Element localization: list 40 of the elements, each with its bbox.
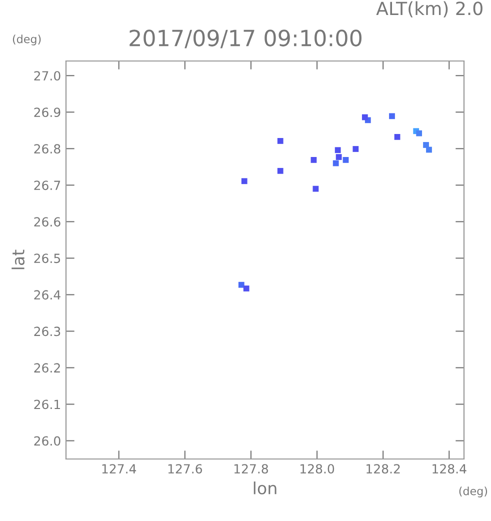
y-tick-label: 26.1 [34, 400, 60, 410]
x-axis-title: lon [254, 482, 276, 494]
y-tick-label: 26.0 [34, 436, 60, 446]
y-tick-label: 26.9 [34, 108, 60, 118]
x-tick-label: 128.4 [432, 464, 466, 474]
y-tick-label: 26.8 [34, 144, 60, 154]
point [243, 286, 250, 292]
x-tick-label: 127.6 [168, 464, 202, 474]
point [334, 147, 341, 154]
x-tick-label: 128.2 [366, 464, 400, 474]
point [362, 114, 368, 120]
point [241, 178, 248, 184]
y-axis-title: lat [12, 250, 25, 270]
chart-title: 2017/09/17 09:10:00 [130, 30, 362, 48]
y-tick-label: 26.2 [34, 363, 60, 373]
point [416, 130, 422, 136]
chart-subtitle: ALT(km) 2.0 [376, 1, 482, 18]
point [310, 157, 317, 163]
point [332, 160, 339, 166]
x-tick-label: 128.0 [300, 464, 334, 474]
point [342, 157, 349, 163]
point [426, 146, 432, 153]
point [423, 142, 429, 148]
y-tick-label: 26.4 [34, 290, 60, 300]
y-tick-label: 26.5 [34, 254, 60, 264]
y-tick-label: 26.6 [34, 217, 60, 227]
point [389, 113, 395, 120]
y-tick-label: 27.0 [34, 71, 60, 81]
y-tick-label: 26.3 [34, 326, 60, 336]
point [394, 134, 400, 140]
point [336, 154, 342, 160]
point [352, 146, 359, 152]
text: (deg) [12, 34, 41, 46]
x-tick-label: 127.8 [234, 464, 268, 474]
x-tick-label: 127.4 [102, 464, 136, 474]
text: (deg) [459, 486, 488, 498]
point [238, 282, 244, 288]
point [277, 138, 284, 144]
point [277, 168, 284, 174]
y-tick-label: 26.7 [34, 180, 60, 190]
